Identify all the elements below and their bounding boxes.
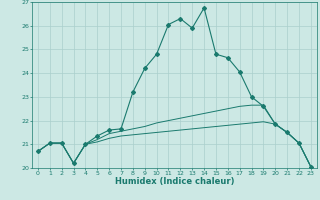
X-axis label: Humidex (Indice chaleur): Humidex (Indice chaleur)	[115, 177, 234, 186]
